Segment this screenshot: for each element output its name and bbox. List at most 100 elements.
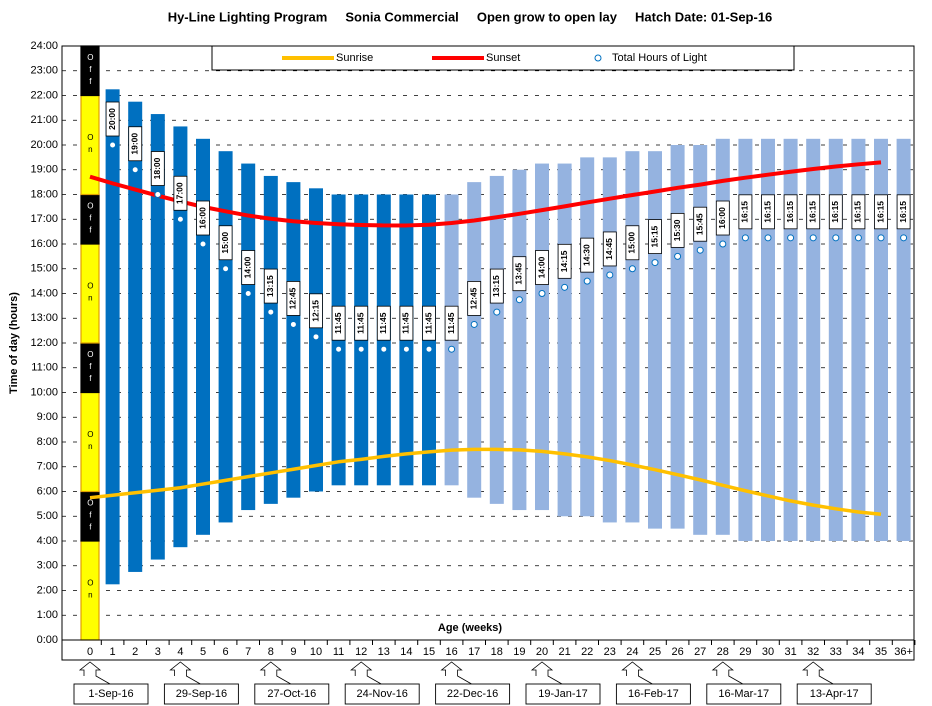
value-label-box xyxy=(535,250,549,285)
value-label: 11:45 xyxy=(378,312,388,334)
value-label: 11:45 xyxy=(446,312,456,334)
value-label: 16:15 xyxy=(740,201,750,223)
value-label: 19:00 xyxy=(129,133,139,155)
value-label-box xyxy=(196,200,210,236)
x-tick-label: 4 xyxy=(177,646,183,658)
light-dot xyxy=(832,234,840,242)
date-label: 22-Dec-16 xyxy=(447,688,498,700)
x-tick-label: 5 xyxy=(200,646,206,658)
light-dot xyxy=(312,333,320,341)
value-label-box xyxy=(376,305,391,341)
date-arrow xyxy=(440,661,472,685)
program-label: On xyxy=(86,282,95,306)
y-tick-label: 19:00 xyxy=(30,164,58,176)
y-tick-label: 0:00 xyxy=(37,634,58,646)
bar xyxy=(535,163,549,511)
y-tick-label: 6:00 xyxy=(37,485,58,497)
value-label-box xyxy=(354,305,369,341)
bar xyxy=(806,138,821,541)
y-axis-label: Time of day (hours) xyxy=(8,292,20,394)
value-label-box xyxy=(693,206,708,242)
y-tick-label: 8:00 xyxy=(37,436,58,448)
light-dot xyxy=(606,271,614,279)
value-label: 11:45 xyxy=(333,312,343,334)
light-dot xyxy=(335,345,343,353)
x-tick-label: 11 xyxy=(333,646,344,658)
value-label: 11:45 xyxy=(423,312,433,334)
date-box xyxy=(706,683,782,705)
date-box xyxy=(344,683,420,705)
value-label: 15:15 xyxy=(649,225,659,247)
y-tick-label: 10:00 xyxy=(30,386,58,398)
light-dot xyxy=(719,240,727,248)
bar xyxy=(738,138,753,541)
date-label: 24-Nov-16 xyxy=(357,688,408,700)
date-label: 29-Sep-16 xyxy=(176,688,227,700)
x-tick-label: 17 xyxy=(468,646,480,658)
y-tick-label: 14:00 xyxy=(30,287,58,299)
value-label-box xyxy=(467,281,482,316)
program-label: On xyxy=(86,579,95,603)
value-label: 16:15 xyxy=(785,201,795,223)
value-label-box xyxy=(150,151,165,186)
value-label-box xyxy=(105,101,120,137)
value-label: 14:00 xyxy=(242,256,252,278)
value-label: 14:45 xyxy=(604,238,614,260)
light-dot xyxy=(267,308,275,316)
light-dot xyxy=(741,234,749,242)
x-tick-label: 9 xyxy=(290,646,296,658)
bar xyxy=(173,126,188,548)
y-tick-label: 17:00 xyxy=(30,213,58,225)
date-arrow xyxy=(711,661,743,685)
date-box xyxy=(796,683,872,705)
y-tick-label: 16:00 xyxy=(30,238,58,250)
y-tick-label: 21:00 xyxy=(30,114,58,126)
bar xyxy=(693,145,708,535)
value-label-box xyxy=(241,250,256,285)
date-box xyxy=(615,683,691,705)
x-tick-label: 24 xyxy=(626,646,638,658)
value-label-box xyxy=(557,243,572,279)
value-label: 16:15 xyxy=(762,201,772,223)
value-label: 14:15 xyxy=(559,250,569,272)
light-dot xyxy=(809,234,817,242)
series-line xyxy=(89,447,882,517)
value-label-box xyxy=(263,268,278,304)
x-tick-label: 8 xyxy=(268,646,274,658)
y-tick-label: 1:00 xyxy=(37,609,58,621)
bar xyxy=(489,175,504,504)
bar xyxy=(828,138,843,541)
value-label-box xyxy=(828,194,843,230)
value-label-box xyxy=(761,194,775,230)
value-label-box xyxy=(489,268,504,304)
bar xyxy=(580,157,595,517)
light-dot xyxy=(900,234,908,242)
legend-label: Total Hours of Light xyxy=(612,52,707,64)
value-label: 12:45 xyxy=(468,287,478,309)
bar xyxy=(263,175,278,504)
light-dot xyxy=(787,234,795,242)
y-tick-label: 2:00 xyxy=(37,584,58,596)
bar xyxy=(467,182,482,498)
bar xyxy=(783,138,798,541)
date-arrow xyxy=(802,661,834,685)
date-arrow xyxy=(350,661,382,685)
date-label: 19-Jan-17 xyxy=(538,688,588,700)
x-tick-label: 13 xyxy=(378,646,390,658)
program-label: On xyxy=(86,430,95,454)
x-tick-label: 22 xyxy=(581,646,593,658)
value-label: 16:00 xyxy=(717,207,727,229)
x-tick-label: 23 xyxy=(604,646,616,658)
value-label-box xyxy=(128,126,143,162)
value-label: 16:15 xyxy=(898,201,908,223)
light-dot xyxy=(176,215,184,223)
light-dot xyxy=(199,240,207,248)
y-tick-label: 24:00 xyxy=(30,40,58,52)
y-tick-label: 23:00 xyxy=(30,65,58,77)
light-dot xyxy=(154,191,162,198)
x-tick-label: 29 xyxy=(739,646,751,658)
value-label-box xyxy=(218,225,233,261)
light-dot xyxy=(425,345,433,353)
bar xyxy=(512,169,527,511)
